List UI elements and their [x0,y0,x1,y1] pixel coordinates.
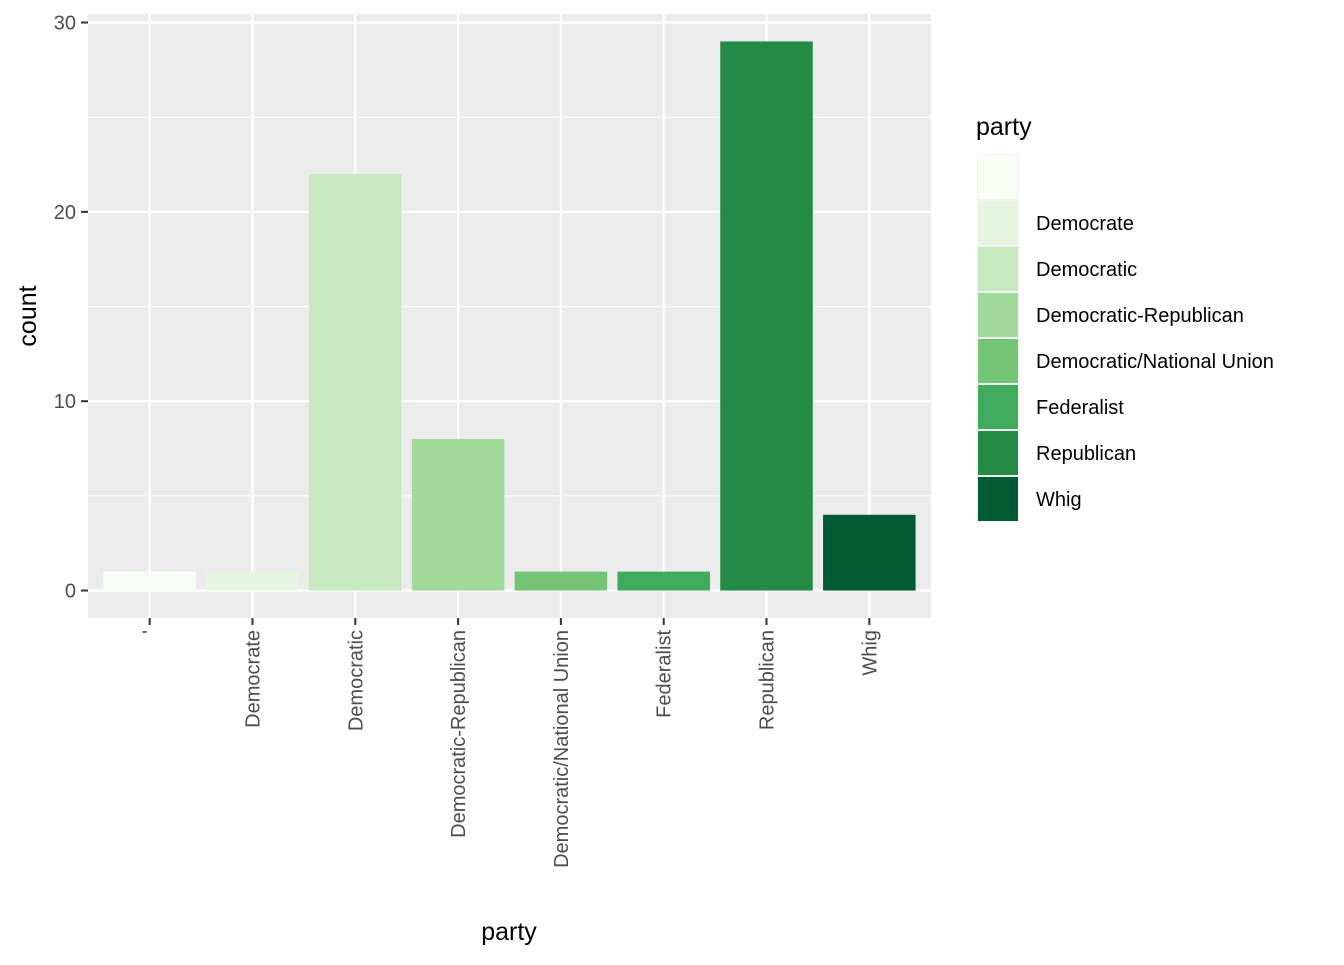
y-tick-label: 10 [54,391,76,413]
x-tick-label: ' [140,630,162,634]
x-tick-label: Democrate [242,630,264,728]
x-tick-label: Democratic-Republican [448,630,470,838]
bar-democratic-republican [411,439,505,591]
bar-whig [823,514,916,591]
x-tick-label: Federalist [654,630,676,718]
legend-swatch [978,339,1018,383]
legend-swatch [978,201,1018,245]
legend-swatch [978,293,1018,337]
legend: party Democrate Democratic Democratic-Repu… [976,113,1274,522]
legend-title: party [976,113,1032,141]
bars [103,41,916,591]
bar-democrate [206,571,299,591]
y-axis: 0 10 20 30 [54,13,88,603]
y-tick-label: 20 [54,202,76,224]
y-axis-title: count [14,285,42,346]
bar-federalist [617,571,710,591]
legend-swatch [978,431,1018,475]
x-axis-title: party [481,918,537,946]
y-tick-label: 0 [65,581,76,603]
x-tick-label: Whig [859,630,881,676]
legend-label: Democratic-Republican [1036,305,1244,327]
legend-label: Democratic [1036,259,1137,281]
legend-swatch [978,247,1018,291]
x-tick-label: Democratic [345,630,367,731]
legend-label: Republican [1036,443,1136,465]
legend-label: Democratic/National Union [1036,351,1274,373]
legend-label: Whig [1036,489,1082,511]
legend-swatch [978,385,1018,429]
bar-democratic [309,173,402,591]
legend-swatch [978,477,1018,521]
legend-swatch [978,155,1018,199]
legend-label: Federalist [1036,397,1124,419]
x-tick-label: Democratic/National Union [551,630,573,868]
x-axis: ' Democrate Democratic Democratic-Republica… [140,618,881,868]
bar-republican [720,41,813,591]
bar-democratic-national-union [514,571,608,591]
legend-label: Democrate [1036,213,1134,235]
y-tick-label: 30 [54,13,76,35]
bar-blank [103,571,196,591]
x-tick-label: Republican [757,630,779,730]
